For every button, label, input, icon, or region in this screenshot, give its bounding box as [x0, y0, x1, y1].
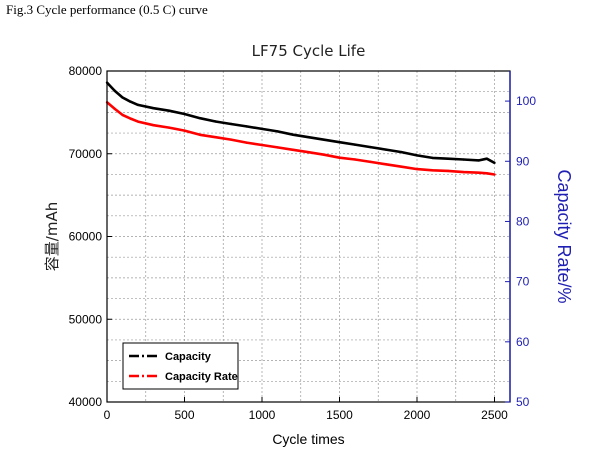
series-layer — [105, 81, 496, 176]
series-point — [415, 154, 419, 157]
series-point — [322, 138, 326, 141]
series-point — [446, 157, 450, 160]
series-point — [477, 159, 481, 162]
series-point — [462, 170, 465, 174]
series-point — [167, 126, 171, 129]
x-tick-label: 2500 — [481, 408, 508, 422]
figure-caption: Fig.3 Cycle performance (0.5 C) curve — [6, 2, 208, 17]
series-point — [353, 158, 357, 161]
series-point — [129, 100, 132, 103]
series-point — [431, 156, 434, 160]
y-axis-left-label: 容量/mAh — [43, 202, 61, 271]
series-point — [136, 103, 140, 107]
series-point — [353, 143, 357, 146]
series-point — [431, 169, 434, 172]
series-point — [276, 146, 279, 149]
series-point — [307, 151, 310, 154]
chart-title: LF75 Cycle Life — [252, 42, 366, 60]
y-right-tick-label: 70 — [516, 275, 530, 289]
y-right-tick-label: 100 — [516, 94, 536, 108]
series-point — [384, 163, 388, 166]
grid-lines — [107, 71, 510, 402]
series-point — [121, 96, 124, 99]
series-point — [384, 148, 388, 151]
x-tick-label: 2000 — [404, 408, 431, 422]
series-point — [369, 160, 372, 164]
series-point — [307, 136, 310, 139]
series-point — [167, 109, 171, 112]
legend-label: Capacity — [165, 351, 212, 363]
legend-box — [122, 342, 239, 390]
series-point — [260, 143, 264, 147]
series-point — [276, 130, 279, 133]
series-point — [291, 133, 295, 136]
series-point — [129, 117, 132, 120]
series-point — [446, 169, 450, 173]
x-tick-label: 1000 — [249, 408, 276, 422]
series-point — [214, 136, 217, 139]
series-point — [485, 157, 488, 160]
series-point — [338, 156, 341, 159]
series-point — [369, 145, 372, 149]
y-axis-right-label: Capacity Rate/% — [554, 169, 574, 303]
y-right-tick-label: 80 — [516, 214, 530, 228]
y-left-tick-label: 60000 — [69, 230, 103, 244]
x-tick-label: 1500 — [326, 408, 353, 422]
series-point — [214, 120, 217, 123]
series-point — [493, 173, 496, 176]
series-point — [245, 141, 248, 144]
series-point — [136, 120, 140, 123]
y-left-tick-label: 50000 — [69, 312, 103, 326]
series-point — [291, 148, 295, 152]
series-point — [260, 127, 264, 131]
legend-label: Capacity Rate — [165, 371, 238, 383]
y-right-tick-label: 90 — [516, 154, 530, 168]
series-point — [493, 161, 496, 165]
series-point — [229, 122, 233, 126]
tick-layer: 0 500 1000 1500 2000 2500 40000 50000 60000 70000… — [69, 64, 537, 422]
series-point — [477, 171, 481, 174]
series-point — [338, 140, 341, 144]
series-point — [198, 133, 202, 136]
series-point — [113, 107, 116, 111]
y-left-tick-label: 40000 — [69, 395, 103, 409]
series-point — [229, 138, 233, 141]
series-point — [462, 158, 465, 161]
x-axis-label: Cycle times — [272, 431, 344, 447]
series-point — [152, 107, 155, 110]
series-point — [400, 150, 403, 154]
x-tick-label: 0 — [104, 408, 111, 422]
x-tick-label: 500 — [174, 408, 194, 422]
y-left-tick-label: 80000 — [69, 64, 103, 78]
y-right-tick-label: 60 — [516, 335, 530, 349]
series-point — [113, 89, 116, 93]
series-point — [322, 153, 326, 156]
y-right-tick-label: 50 — [516, 395, 530, 409]
series-point — [152, 123, 155, 127]
series-point — [415, 167, 419, 171]
legend: Capacity Capacity Rate — [122, 342, 239, 390]
series-point — [400, 165, 403, 168]
y-left-tick-label: 70000 — [69, 147, 103, 161]
series-point — [198, 116, 202, 120]
series-point — [245, 125, 248, 128]
series-point — [121, 113, 124, 117]
series-point — [183, 129, 186, 132]
series-point — [485, 172, 488, 175]
series-point — [183, 112, 186, 116]
